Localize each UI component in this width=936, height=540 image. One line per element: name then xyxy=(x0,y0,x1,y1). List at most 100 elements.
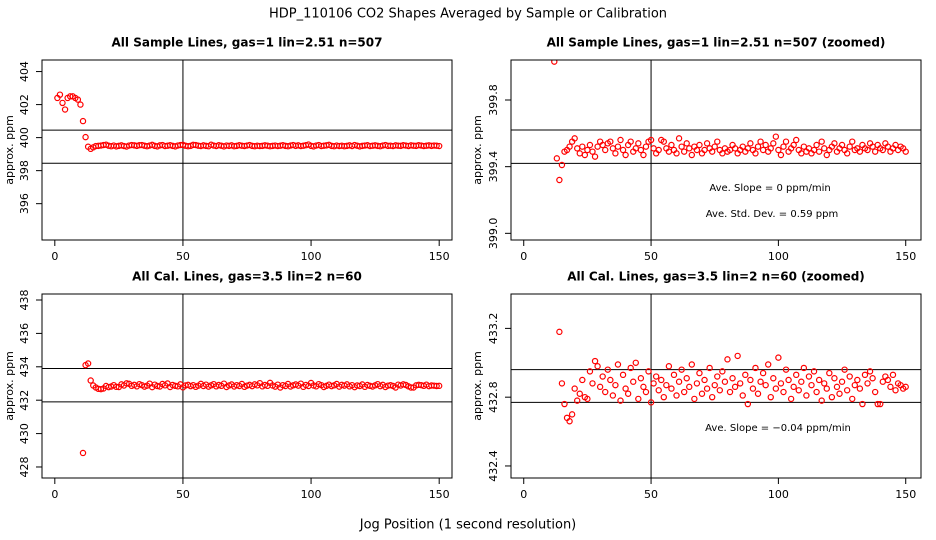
point xyxy=(736,380,744,387)
point xyxy=(831,375,838,382)
y-tick-label: 432.8 xyxy=(487,381,500,413)
point xyxy=(609,145,617,152)
point xyxy=(782,366,790,373)
x-tick-label: 50 xyxy=(176,250,190,263)
point xyxy=(642,143,650,150)
point xyxy=(711,143,718,150)
point xyxy=(818,397,825,404)
point xyxy=(795,387,802,394)
point xyxy=(742,371,749,379)
point xyxy=(622,151,629,159)
point xyxy=(105,383,112,391)
point xyxy=(660,138,667,145)
point xyxy=(823,151,830,159)
point xyxy=(556,176,563,184)
point xyxy=(798,378,805,385)
point xyxy=(821,380,828,387)
point xyxy=(708,148,716,155)
point xyxy=(589,148,596,155)
point xyxy=(767,393,774,401)
point xyxy=(581,151,589,159)
point xyxy=(56,91,64,98)
point xyxy=(813,141,820,149)
point xyxy=(635,140,642,147)
point xyxy=(650,145,657,152)
point xyxy=(775,354,782,361)
point xyxy=(655,146,662,154)
point xyxy=(762,381,769,389)
point xyxy=(813,388,820,396)
point xyxy=(670,371,678,379)
point xyxy=(574,145,581,152)
point xyxy=(747,376,754,384)
point xyxy=(675,378,683,385)
point xyxy=(785,376,792,384)
annotation: Ave. Slope = −0.04 ppm/min xyxy=(705,423,851,434)
point xyxy=(619,146,627,154)
point xyxy=(793,136,800,144)
x-tick-label: 150 xyxy=(895,250,916,263)
point xyxy=(596,383,604,391)
point xyxy=(805,373,813,380)
point xyxy=(808,381,815,389)
point xyxy=(586,368,594,375)
point xyxy=(800,364,808,372)
point xyxy=(665,363,673,370)
point xyxy=(435,142,443,150)
point xyxy=(561,400,568,408)
y-axis-label: approx. ppm xyxy=(471,351,484,421)
point xyxy=(400,381,407,388)
point xyxy=(877,400,884,408)
x-tick-label: 100 xyxy=(768,250,789,263)
point xyxy=(744,400,752,408)
point xyxy=(823,385,830,392)
point xyxy=(607,138,614,145)
point xyxy=(680,388,688,396)
x-tick-label: 100 xyxy=(768,488,789,501)
point xyxy=(668,385,675,392)
y-tick-label: 436 xyxy=(18,323,31,344)
point xyxy=(113,383,120,391)
point xyxy=(780,388,787,396)
x-tick-label: 50 xyxy=(644,488,658,501)
point xyxy=(574,397,581,404)
point xyxy=(693,380,701,387)
point xyxy=(856,148,864,155)
point xyxy=(612,150,619,157)
point xyxy=(84,360,92,367)
point xyxy=(838,141,846,149)
point xyxy=(719,368,726,375)
point xyxy=(663,381,670,389)
point xyxy=(866,368,874,375)
point xyxy=(800,143,808,150)
point xyxy=(843,387,851,394)
y-tick-label: 399.4 xyxy=(487,151,500,183)
point xyxy=(591,153,599,160)
point xyxy=(754,390,762,397)
y-tick-label: 433.2 xyxy=(487,313,500,345)
x-tick-label: 0 xyxy=(51,250,58,263)
point xyxy=(647,399,655,406)
point xyxy=(591,357,599,365)
point xyxy=(630,378,637,385)
point xyxy=(721,378,729,385)
point xyxy=(869,375,876,382)
panel-title: All Sample Lines, gas=1 lin=2.51 n=507 (… xyxy=(547,36,886,50)
y-tick-label: 399.0 xyxy=(487,218,500,250)
point xyxy=(123,380,130,387)
point xyxy=(627,138,634,145)
point xyxy=(571,135,578,142)
point xyxy=(843,150,851,157)
y-tick-label: 400 xyxy=(18,127,31,148)
panel-title: All Sample Lines, gas=1 lin=2.51 n=507 xyxy=(112,36,383,50)
point xyxy=(612,381,619,389)
point xyxy=(752,364,759,372)
point xyxy=(640,383,647,391)
point xyxy=(846,373,853,380)
point xyxy=(680,148,688,155)
point xyxy=(576,390,583,397)
point xyxy=(803,392,810,399)
point xyxy=(856,385,864,392)
y-axis-label: approx. ppm xyxy=(3,351,16,421)
